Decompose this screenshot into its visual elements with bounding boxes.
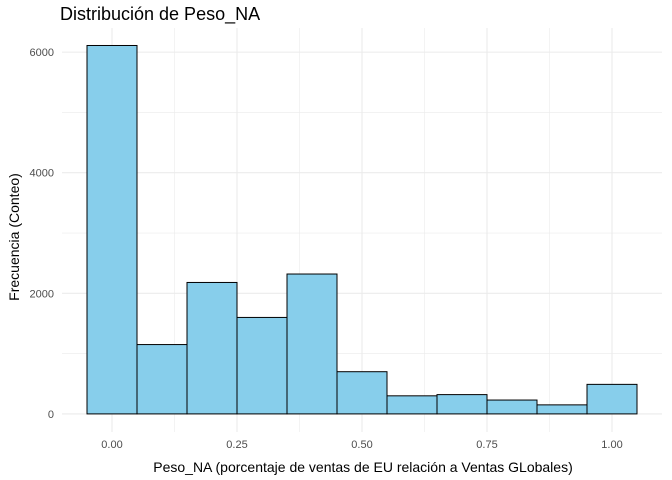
- x-tick-label: 0.00: [101, 439, 122, 451]
- histogram-bar: [336, 371, 388, 415]
- histogram-bar: [386, 395, 438, 415]
- x-tick-label: 0.75: [476, 439, 497, 451]
- histogram-bar: [286, 273, 338, 415]
- histogram-bar: [86, 44, 138, 415]
- histogram-bar: [436, 394, 488, 415]
- y-tick-label: 4000: [30, 168, 54, 180]
- y-tick-label: 6000: [30, 47, 54, 59]
- y-axis-tick-labels: 0 2000 4000 6000: [30, 47, 54, 421]
- x-tick-label: 1.00: [601, 439, 622, 451]
- histogram-bars: [86, 44, 638, 415]
- x-tick-label: 0.50: [351, 439, 372, 451]
- x-axis-tick-labels: 0.00 0.25 0.50 0.75 1.00: [101, 439, 622, 451]
- x-tick-label: 0.25: [226, 439, 247, 451]
- histogram-bar: [186, 281, 238, 415]
- y-tick-label: 0: [48, 409, 54, 421]
- chart-title: Distribución de Peso_NA: [60, 4, 261, 24]
- histogram-bar: [136, 344, 188, 415]
- x-axis-title: Peso_NA (porcentaje de ventas de EU rela…: [153, 459, 572, 475]
- histogram-bar: [586, 383, 638, 415]
- histogram-bar: [236, 316, 288, 415]
- y-axis-title: Frecuencia (Conteo): [6, 173, 22, 301]
- histogram-bar: [486, 399, 538, 415]
- histogram-bar: [536, 404, 588, 415]
- y-tick-label: 2000: [30, 288, 54, 300]
